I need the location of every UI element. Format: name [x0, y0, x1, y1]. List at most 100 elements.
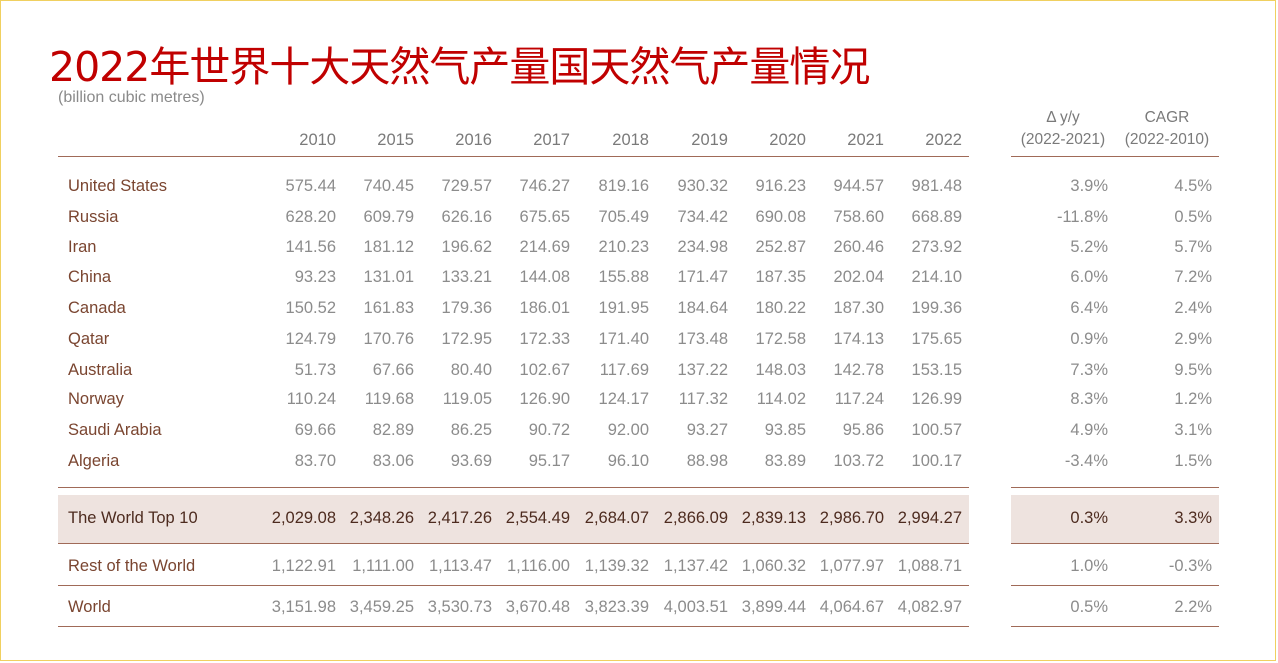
table-row-value: 179.36: [441, 299, 492, 317]
year-header: 2021: [847, 131, 884, 149]
table-row-cagr: 1.5%: [1174, 452, 1212, 470]
rest-row-value: 1,077.97: [819, 557, 884, 575]
top10-band-left: [58, 495, 969, 543]
table-row-value: 117.69: [599, 361, 649, 379]
table-row-value: 196.62: [441, 238, 492, 256]
table-row-country: Algeria: [68, 452, 120, 470]
table-row-value: 93.85: [764, 421, 806, 439]
table-row-country: Russia: [68, 208, 119, 226]
table-row-value: 80.40: [450, 361, 492, 379]
table-row-value: 184.64: [677, 299, 728, 317]
rule-above-world-right: [1011, 585, 1219, 586]
year-header: 2016: [455, 131, 492, 149]
table-row-country: Norway: [68, 390, 124, 408]
table-row-cagr: 5.7%: [1174, 238, 1212, 256]
table-row-delta: 0.9%: [1070, 330, 1108, 348]
table-row-value: 740.45: [363, 177, 414, 195]
year-header: 2020: [769, 131, 806, 149]
table-row-value: 114.02: [756, 390, 806, 408]
table-row-value: 83.06: [372, 452, 414, 470]
year-header: 2018: [612, 131, 649, 149]
header-rule-left: [58, 156, 969, 157]
top10-row-country: The World Top 10: [68, 509, 198, 527]
table-row-value: 155.88: [598, 268, 649, 286]
table-row-value: 161.83: [363, 299, 414, 317]
top10-row-value: 2,684.07: [584, 509, 649, 527]
rest-row-value: 1,122.91: [271, 557, 336, 575]
table-row-value: 252.87: [755, 238, 806, 256]
table-row-cagr: 9.5%: [1174, 361, 1212, 379]
table-row-delta: 6.4%: [1070, 299, 1108, 317]
table-row-value: 69.66: [294, 421, 336, 439]
table-row-value: 83.89: [764, 452, 806, 470]
table-row-value: 141.56: [285, 238, 336, 256]
world-row-country: World: [68, 598, 111, 616]
page-title: 2022年世界十大天然气产量国天然气产量情况: [49, 43, 870, 91]
header-rule-right: [1011, 156, 1219, 157]
rest-row-value: 1,060.32: [741, 557, 806, 575]
table-row-value: 100.57: [911, 421, 962, 439]
world-row-value: 3,151.98: [271, 598, 336, 616]
table-row-delta: 5.2%: [1070, 238, 1108, 256]
rule-above-top10-right: [1011, 487, 1219, 488]
table-row-value: 191.95: [598, 299, 649, 317]
top10-row-value: 2,986.70: [819, 509, 884, 527]
table-row-cagr: 1.2%: [1174, 390, 1212, 408]
table-row-value: 95.17: [528, 452, 570, 470]
table-row-value: 93.69: [450, 452, 492, 470]
table-row-value: 214.69: [519, 238, 570, 256]
world-row-value: 3,899.44: [741, 598, 806, 616]
year-header: 2022: [925, 131, 962, 149]
table-row-value: 126.99: [911, 390, 962, 408]
table-row-value: 705.49: [598, 208, 649, 226]
table-row-value: 675.65: [519, 208, 570, 226]
table-row-country: China: [68, 268, 112, 286]
world-row-value: 3,823.39: [584, 598, 649, 616]
rest-row-delta: 1.0%: [1070, 557, 1108, 575]
top10-row-value: 2,994.27: [897, 509, 962, 527]
table-row-value: 124.79: [285, 330, 336, 348]
table-row-value: 100.17: [911, 452, 962, 470]
table-row-value: 180.22: [755, 299, 806, 317]
table-row-value: 172.58: [755, 330, 806, 348]
year-header: 2017: [533, 131, 570, 149]
table-row-value: 172.95: [441, 330, 492, 348]
top10-row-value: 2,839.13: [741, 509, 806, 527]
table-row-cagr: 3.1%: [1174, 421, 1212, 439]
table-row-delta: 4.9%: [1070, 421, 1108, 439]
table-row-value: 83.70: [294, 452, 336, 470]
table-row-value: 210.23: [598, 238, 649, 256]
table-row-value: 170.76: [363, 330, 414, 348]
table-row-value: 117.32: [678, 390, 728, 408]
table-row-country: Qatar: [68, 330, 110, 348]
table-row-value: 90.72: [528, 421, 570, 439]
world-row-value: 4,064.67: [819, 598, 884, 616]
rest-row-value: 1,113.47: [428, 557, 492, 575]
table-row-value: 746.27: [519, 177, 570, 195]
world-row-value: 3,459.25: [349, 598, 414, 616]
rule-above-top10-left: [58, 487, 969, 488]
table-row-cagr: 2.9%: [1174, 330, 1212, 348]
table-row-value: 148.03: [755, 361, 806, 379]
table-row-country: Australia: [68, 361, 133, 379]
table-row-value: 144.08: [519, 268, 570, 286]
world-row-value: 3,670.48: [505, 598, 570, 616]
table-row-value: 110.24: [286, 390, 336, 408]
table-row-value: 153.15: [911, 361, 962, 379]
table-row-value: 93.23: [294, 268, 336, 286]
table-row-value: 186.01: [519, 299, 570, 317]
top10-row-cagr: 3.3%: [1174, 509, 1212, 527]
table-row-value: 171.40: [598, 330, 649, 348]
table-row-value: 199.36: [911, 299, 962, 317]
table-row-value: 171.47: [677, 268, 728, 286]
table-row-value: 181.12: [363, 238, 414, 256]
table-row-cagr: 7.2%: [1174, 268, 1212, 286]
table-row-country: Saudi Arabia: [68, 421, 162, 439]
table-row-value: 133.21: [441, 268, 492, 286]
table-row-value: 67.66: [372, 361, 414, 379]
table-row-value: 119.68: [364, 390, 414, 408]
table-row-value: 981.48: [911, 177, 962, 195]
table-row-value: 172.33: [519, 330, 570, 348]
table-row-value: 626.16: [441, 208, 492, 226]
table-row-value: 202.04: [833, 268, 884, 286]
